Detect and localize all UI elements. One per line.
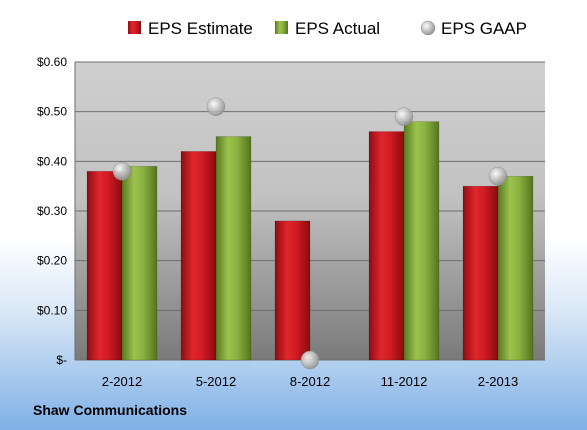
marker-eps-gaap: [206, 97, 226, 116]
bar-eps-actual: [121, 166, 158, 361]
marker-eps-gaap: [488, 166, 508, 186]
legend-swatch-eps-actual: [275, 21, 288, 34]
x-tick-label: 2-2013: [478, 374, 518, 389]
bar-eps-actual: [497, 175, 534, 361]
x-tick-label: 2-2012: [102, 374, 142, 389]
y-tick-label: $0.30: [37, 204, 67, 218]
legend-label: EPS Actual: [295, 19, 380, 38]
marker-eps-gaap: [394, 107, 414, 126]
bar-eps-actual: [215, 136, 252, 361]
x-tick-label: 11-2012: [381, 374, 428, 389]
bar-eps-estimate: [274, 220, 311, 361]
company-name: Shaw Communications: [33, 402, 188, 418]
bar-eps-estimate: [368, 131, 405, 361]
marker-layer: [112, 97, 508, 370]
bar-eps-estimate: [180, 151, 217, 361]
legend-swatch-eps-gaap: [420, 20, 436, 36]
y-tick-label: $0.60: [37, 55, 67, 69]
y-tick-label: $-: [56, 353, 67, 367]
legend-label: EPS Estimate: [148, 19, 253, 38]
bar-eps-actual: [403, 121, 440, 361]
marker-eps-gaap: [112, 162, 132, 181]
x-tick-label: 8-2012: [290, 374, 330, 389]
bar-eps-estimate: [462, 185, 499, 361]
bar-eps-estimate: [86, 171, 123, 361]
y-tick-label: $0.20: [37, 254, 67, 268]
y-tick-label: $0.50: [37, 105, 67, 119]
x-tick-label: 5-2012: [196, 374, 236, 389]
legend-label: EPS GAAP: [441, 19, 527, 38]
y-tick-label: $0.40: [37, 154, 67, 168]
bar-layer: [86, 121, 534, 361]
marker-eps-gaap: [300, 350, 320, 370]
legend: EPS Estimate EPS Actual EPS GAAP: [128, 19, 527, 38]
y-tick-label: $0.10: [37, 303, 67, 317]
legend-swatch-eps-estimate: [128, 21, 141, 34]
